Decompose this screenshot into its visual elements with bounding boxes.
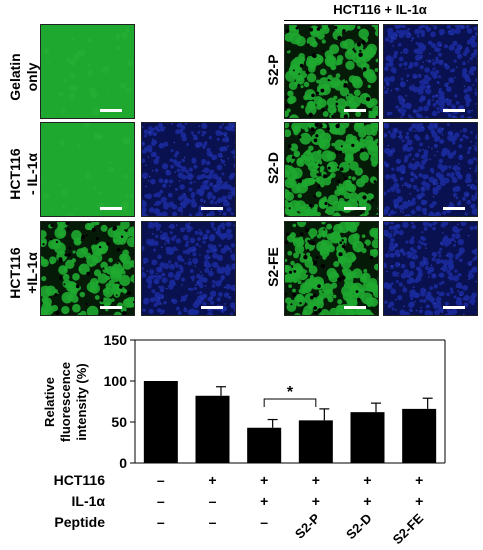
bars: *	[143, 381, 437, 463]
scale-bar	[344, 109, 366, 112]
scale-bar	[443, 207, 465, 210]
micrograph-image	[384, 25, 477, 118]
panel-hct116-plus-green	[40, 221, 135, 316]
condition-value: +	[260, 472, 268, 488]
panel-header: HCT116 + IL-1α	[333, 2, 427, 17]
micrograph-image	[142, 222, 235, 315]
condition-value: –	[260, 514, 268, 530]
y-axis-label: Relativefluorescenceintensity (%)	[42, 362, 89, 442]
micrograph-image	[142, 123, 235, 216]
bar	[350, 412, 385, 463]
panel-header-rule	[284, 20, 478, 21]
micrograph-image	[285, 222, 378, 315]
panel-s2p-blue	[383, 24, 478, 119]
condition-value: +	[260, 493, 268, 509]
micrograph-image	[41, 25, 134, 118]
y-axis-label-text: Relativefluorescenceintensity (%)	[42, 362, 89, 442]
micrograph-image	[41, 222, 134, 315]
condition-value: +	[312, 493, 320, 509]
significance-bracket	[263, 398, 317, 408]
panel-gelatin-green	[40, 24, 135, 119]
scale-bar	[201, 306, 223, 309]
micrograph-image	[285, 123, 378, 216]
row-label-s2p: S2-P	[265, 54, 281, 86]
panel-s2d-green	[284, 122, 379, 217]
row-label-hct116-minus: HCT116 - IL-1α	[7, 148, 40, 200]
condition-name: IL-1α	[72, 493, 106, 509]
panel-s2fe-blue	[383, 221, 478, 316]
scale-bar	[344, 207, 366, 210]
y-tick-label: 50	[111, 414, 127, 430]
scale-bar	[344, 306, 366, 309]
condition-name: Peptide	[54, 514, 105, 530]
condition-value: –	[157, 493, 165, 509]
panel-hct116-plus-blue	[141, 221, 236, 316]
chart-axes: 0 50 100 150	[104, 332, 446, 471]
scale-bar	[100, 207, 122, 210]
scale-bar	[100, 306, 122, 309]
condition-value: –	[209, 493, 217, 509]
condition-value: +	[415, 472, 423, 488]
panel-s2p-green	[284, 24, 379, 119]
bar	[143, 381, 178, 463]
y-tick-label: 0	[119, 455, 127, 471]
bar-chart: Relativefluorescenceintensity (%) 0 50 100…	[42, 332, 446, 547]
bar	[195, 395, 230, 463]
condition-table: HCT116 – + + + + + IL-1α – – + + + + Peptide – – – S2-P S2-…	[54, 472, 427, 547]
micrograph-image	[384, 123, 477, 216]
row-label-hct116-plus: HCT116 +IL-1α	[7, 247, 40, 299]
condition-value: S2-FE	[390, 510, 427, 547]
scale-bar	[201, 207, 223, 210]
row-label-s2d: S2-D	[265, 152, 281, 184]
condition-value: +	[363, 472, 371, 488]
condition-value: +	[312, 472, 320, 488]
row-label-gelatin: Gelatin only	[7, 53, 40, 101]
row-label-s2fe: S2-FE	[265, 247, 281, 287]
y-tick-label: 100	[104, 373, 128, 389]
condition-name: HCT116	[54, 472, 106, 488]
scale-bar	[443, 306, 465, 309]
scale-bar	[443, 109, 465, 112]
bar	[298, 420, 333, 463]
panel-hct116-minus-green	[40, 122, 135, 217]
micrograph-image	[384, 222, 477, 315]
bar	[402, 408, 437, 463]
condition-value: +	[415, 493, 423, 509]
significance-label: *	[287, 384, 294, 401]
y-tick-label: 150	[104, 332, 128, 348]
bar	[247, 427, 282, 463]
condition-value: –	[157, 472, 165, 488]
micrograph-image	[285, 25, 378, 118]
panel-hct116-minus-blue	[141, 122, 236, 217]
micrograph-image	[41, 123, 134, 216]
condition-value: +	[208, 472, 216, 488]
panel-s2d-blue	[383, 122, 478, 217]
condition-value: +	[363, 493, 371, 509]
condition-value: –	[209, 514, 217, 530]
condition-value: –	[157, 514, 165, 530]
scale-bar	[100, 109, 122, 112]
panel-s2fe-green	[284, 221, 379, 316]
condition-value: S2-D	[343, 511, 375, 543]
condition-value: S2-P	[292, 510, 323, 541]
